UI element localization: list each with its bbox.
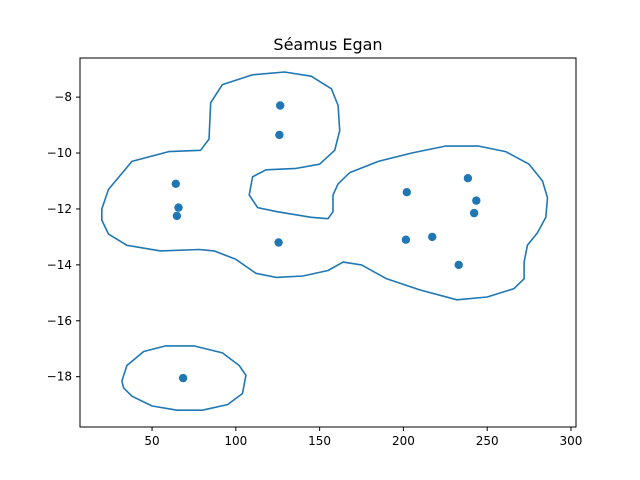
scatter-point xyxy=(402,188,411,197)
data-points xyxy=(171,101,481,383)
y-tick-label: −14 xyxy=(47,258,72,272)
scatter-point xyxy=(275,130,284,140)
axes-frame xyxy=(79,57,577,428)
scatter-point xyxy=(172,211,182,221)
x-tick-label: 150 xyxy=(308,434,331,448)
scatter-point xyxy=(171,179,180,188)
scatter-point xyxy=(472,196,481,205)
scatter-point xyxy=(469,208,479,218)
y-tick-label: −16 xyxy=(47,314,72,328)
scatter-point xyxy=(174,203,183,212)
y-tick-label: −10 xyxy=(47,146,72,160)
scatter-point xyxy=(401,235,411,244)
x-tick-label: 50 xyxy=(144,434,159,448)
scatter-point xyxy=(178,373,188,383)
scatter-point xyxy=(463,174,473,183)
scatter-point xyxy=(276,101,285,110)
contour-line-2 xyxy=(121,345,247,411)
y-tick-label: −8 xyxy=(54,90,72,104)
y-tick-label: −12 xyxy=(47,202,72,216)
contour-lines xyxy=(101,71,549,411)
y-axis: −8 −10 −12 −14 −16 −18 xyxy=(47,90,80,384)
x-tick-label: 300 xyxy=(560,434,583,448)
x-tick-label: 100 xyxy=(224,434,247,448)
scatter-point xyxy=(428,232,437,242)
x-axis: 50 100 150 200 250 300 xyxy=(144,427,582,448)
x-tick-label: 250 xyxy=(476,434,499,448)
scatter-point xyxy=(274,238,283,247)
scatter-point xyxy=(454,260,463,270)
contour-line-1 xyxy=(101,71,549,301)
x-tick-label: 200 xyxy=(392,434,415,448)
y-tick-label: −18 xyxy=(47,370,72,384)
chart-title: Séamus Egan xyxy=(273,35,382,54)
